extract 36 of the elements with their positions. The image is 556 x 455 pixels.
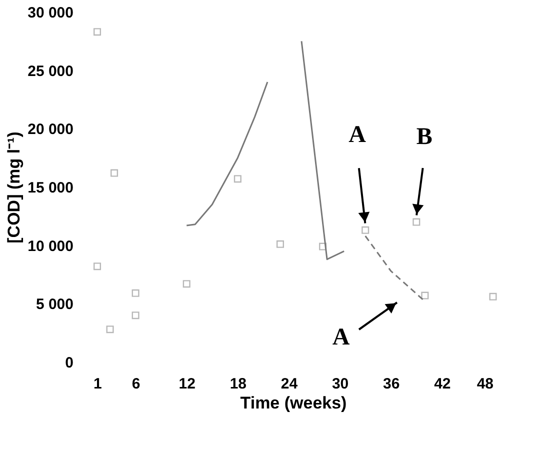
annotation: A xyxy=(332,324,350,350)
x-tick-label: 42 xyxy=(434,376,451,392)
point xyxy=(106,326,114,334)
point xyxy=(319,242,327,250)
point xyxy=(412,218,420,226)
y-tick-label: 30 000 xyxy=(28,4,74,22)
y-tick-label: 5 000 xyxy=(36,296,74,314)
y-tick-label: 10 000 xyxy=(28,238,74,255)
x-axis-title: Time (weeks) xyxy=(240,394,347,412)
x-tick-label: 24 xyxy=(280,376,298,392)
x-tick-label: 48 xyxy=(476,376,494,392)
point xyxy=(489,292,497,300)
y-tick-label: 25 000 xyxy=(28,62,74,80)
point xyxy=(110,169,118,177)
point xyxy=(362,226,370,234)
point xyxy=(276,240,284,248)
y-tick-label: 20 000 xyxy=(28,121,74,138)
y-axis-title: [COD] (mg l⁻¹) xyxy=(4,132,24,244)
x-tick-label: 36 xyxy=(383,376,400,392)
point xyxy=(421,292,429,300)
point xyxy=(93,262,102,270)
point xyxy=(234,175,242,183)
x-tick-label: 6 xyxy=(132,376,140,392)
point xyxy=(132,289,140,297)
annotation: A xyxy=(348,122,367,148)
x-tick-label: 30 xyxy=(332,376,349,392)
annotation: B xyxy=(416,124,432,150)
point xyxy=(132,312,140,320)
line-series xyxy=(186,81,268,226)
y-tick-label: 0 xyxy=(65,354,74,372)
y-tick-label: 15 000 xyxy=(28,180,74,196)
point xyxy=(93,28,102,36)
x-tick-label: 1 xyxy=(94,376,102,392)
x-tick-label: 12 xyxy=(178,376,196,392)
x-tick-label: 18 xyxy=(230,376,247,392)
point xyxy=(182,280,190,288)
